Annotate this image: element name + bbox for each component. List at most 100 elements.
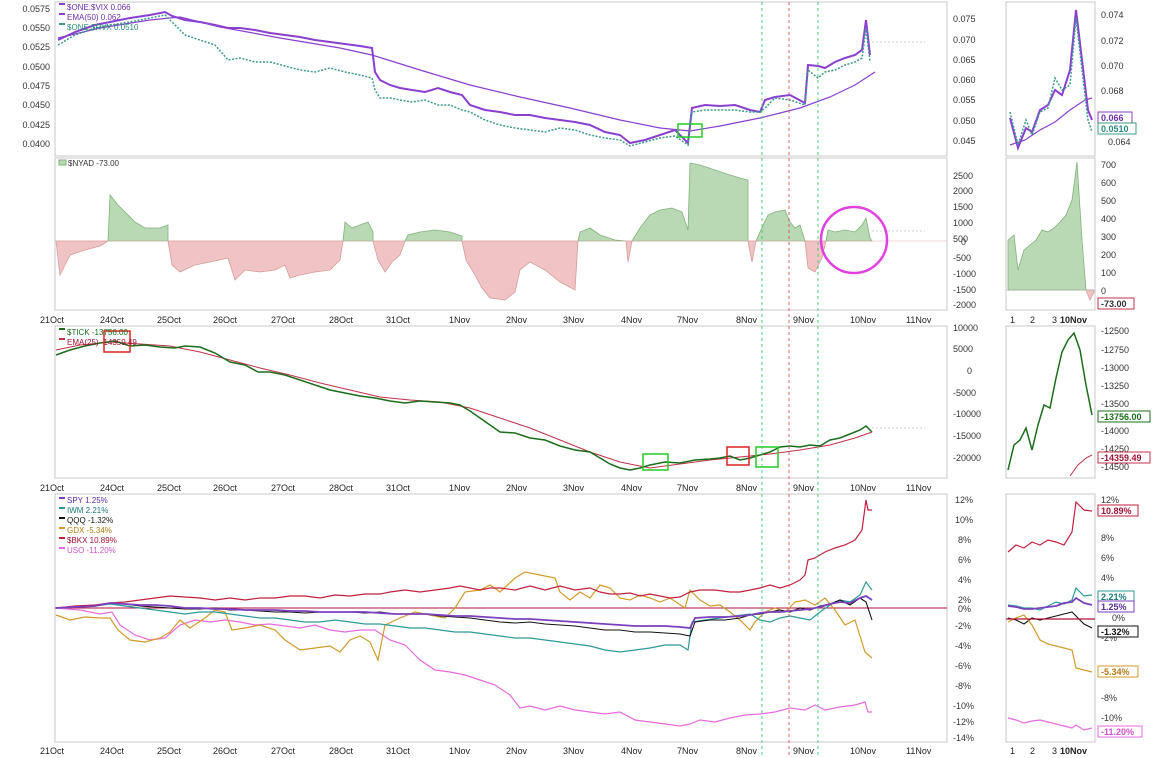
tick-value-tag xyxy=(1097,410,1151,423)
vix-signal-marker-green xyxy=(677,123,703,138)
x-tick: 21Oct xyxy=(40,315,65,325)
gdx-zoom-line xyxy=(1007,614,1093,673)
vix-left-tick: 0.0550 xyxy=(22,23,50,33)
legend-qqq-label: QQQ -1.32% xyxy=(67,516,113,525)
perf-zoom-axis: 12% 8% 6% 4% 0% -2% -8% -10% xyxy=(1101,495,1125,723)
perf-right-tick: 12% xyxy=(955,495,973,505)
vix-zoom-frame xyxy=(1005,1,1096,157)
legend-swatch xyxy=(59,547,65,549)
nyad-zoom-tag: -73.00 xyxy=(1097,297,1135,310)
perf-legend: SPY 1.25% IWM 2.21% QQQ -1.32% GDX -5.34… xyxy=(59,496,117,555)
nyad-zoom-tick: 500 xyxy=(1101,196,1116,206)
legend-swatch xyxy=(59,527,65,529)
vix-series-line xyxy=(57,10,871,146)
x-tick: 25Oct xyxy=(157,483,182,493)
zoom-x-tick: 2 xyxy=(1030,746,1035,756)
x-tick: 3Nov xyxy=(563,483,585,493)
nyad-zoom-tick: 200 xyxy=(1101,250,1116,260)
perf-zoom-tick: -2% xyxy=(1101,633,1117,643)
legend-uso-label: USO -11.20% xyxy=(67,546,116,555)
legend-swatch xyxy=(59,23,65,25)
nyad-right-tick: 1500 xyxy=(953,202,973,212)
nyad-zoom-negative-area xyxy=(1085,289,1095,301)
vix-value-tag-text: 0.066 xyxy=(1101,113,1124,123)
vix-right-tick: 0.060 xyxy=(953,75,976,85)
iwm-zoom-line xyxy=(1007,586,1093,611)
perf-zoom-tick: 6% xyxy=(1101,553,1114,563)
vix-right-tick: 0.075 xyxy=(953,14,976,24)
nyad-right-tick: -500 xyxy=(953,253,971,263)
bkx-series-line xyxy=(55,499,872,609)
x-tick: 21Oct xyxy=(40,746,65,756)
zoom-x-tick: 1 xyxy=(1010,746,1015,756)
x-tick: 24Oct xyxy=(100,746,125,756)
x-tick: 24Oct xyxy=(100,483,125,493)
nyad-zoom-tick: 0 xyxy=(1101,286,1106,296)
legend-bkx-label: $BKX 10.89% xyxy=(67,536,117,545)
legend-swatch xyxy=(59,497,65,499)
tick-right-tick: -15000 xyxy=(953,431,981,441)
legend-swatch xyxy=(59,537,65,539)
tick-right-tick: -10000 xyxy=(953,409,981,419)
tick-zoom-tick: -14000 xyxy=(1101,426,1129,436)
x-tick: 11Nov xyxy=(906,483,932,493)
x-tick: 9Nov xyxy=(793,746,815,756)
x-tick: 2Nov xyxy=(506,483,528,493)
perf-zoom-tick: 0% xyxy=(1112,613,1125,623)
vix-right-tick: 0.055 xyxy=(953,95,976,105)
perf-right-tick: -2% xyxy=(955,621,971,631)
nyad-right-tick: -2000 xyxy=(953,300,976,310)
nyad-zoom-frame xyxy=(1005,157,1096,311)
x-tick: 3Nov xyxy=(563,746,585,756)
x-tick: 4Nov xyxy=(621,483,643,493)
tick-zoom-axis: -12500 -12750 -13000 -13250 -13500 -1400… xyxy=(1101,326,1129,472)
perf-zoom-frame xyxy=(1005,493,1096,743)
perf-right-tick: 2% xyxy=(958,595,971,605)
spy-value-tag xyxy=(1097,600,1135,613)
nyad-negative-area xyxy=(55,240,827,301)
vix-zoom-axis: 0.074 0.072 0.070 0.068 0.064 xyxy=(1101,10,1131,147)
tick-zoom-tick: -12500 xyxy=(1101,326,1129,336)
vix-zoom-tick: 0.068 xyxy=(1101,86,1124,96)
vix-zoom-line xyxy=(1009,9,1093,152)
x-tick: 26Oct xyxy=(213,315,238,325)
nyad-zoom-axis: 700 600 500 400 300 200 100 0 xyxy=(1101,160,1116,296)
qqq-series-line xyxy=(55,597,873,637)
nyad-zoom-tick: 400 xyxy=(1101,214,1116,224)
x-tick: 28Oct xyxy=(329,746,354,756)
qqq-value-tag-text: -1.32% xyxy=(1101,627,1130,637)
x-tick: 25Oct xyxy=(157,315,182,325)
nyad-zoom-tick: 600 xyxy=(1101,178,1116,188)
iwm-series-line xyxy=(55,580,873,653)
qqq-zoom-line xyxy=(1007,611,1093,629)
spy-zoom-line xyxy=(1007,596,1093,610)
x-tick: 26Oct xyxy=(213,746,238,756)
x-tick: 9Nov xyxy=(793,483,815,493)
uso-zoom-line xyxy=(1007,717,1093,731)
vix-right-tick: 0.065 xyxy=(953,55,976,65)
legend-swatch xyxy=(58,159,67,166)
x-tick: 8Nov xyxy=(736,483,758,493)
x-tick: 27Oct xyxy=(271,483,296,493)
ema50-zoom-line xyxy=(1009,97,1093,146)
x-tick: 7Nov xyxy=(677,746,699,756)
x-tick: 28Oct xyxy=(329,315,354,325)
x-tick: 1Nov xyxy=(449,483,471,493)
nyad-zoom-tick: 100 xyxy=(1101,268,1116,278)
legend-ema25-label: EMA(25) -14359.49 xyxy=(67,338,137,347)
iwm-value-tag-text: 2.21% xyxy=(1101,592,1127,602)
legend-rvx-label: $ONE:$RVX 0.0510 xyxy=(67,23,139,32)
perf-zoom-tick: 4% xyxy=(1101,573,1114,583)
perf-right-tick: 10% xyxy=(955,515,973,525)
vix-left-tick: 0.0525 xyxy=(22,42,50,52)
ema25-series-line xyxy=(55,341,873,469)
x-tick: 8Nov xyxy=(736,746,758,756)
x-tick: 31Oct xyxy=(386,315,411,325)
vix-left-tick: 0.0400 xyxy=(22,139,50,149)
legend-spy-label: SPY 1.25% xyxy=(67,496,108,505)
tick-zoom-tick: -13250 xyxy=(1101,381,1129,391)
legend-swatch xyxy=(59,13,65,15)
x-tick: 26Oct xyxy=(213,483,238,493)
zoom-x-tick: 2 xyxy=(1030,315,1035,325)
legend-iwm-label: IWM 2.21% xyxy=(67,506,108,515)
